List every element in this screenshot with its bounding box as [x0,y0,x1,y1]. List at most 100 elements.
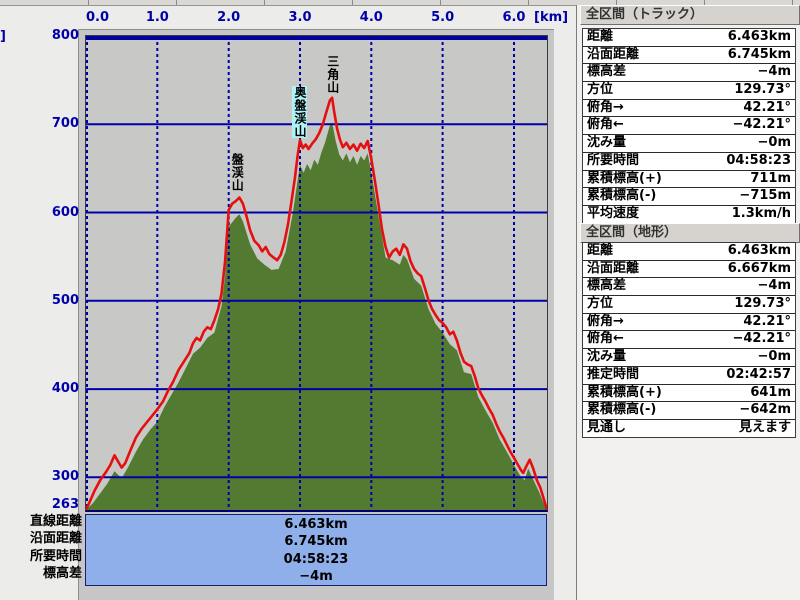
ruler-tick [528,0,529,5]
table-row: 平均速度 1.3km/h [583,206,795,223]
section-header-terrain: 全区間（地形） [580,223,800,243]
row-label: 標高差 [587,64,627,80]
table-row: 沈み量 −0m [583,349,795,367]
y-tick-label: 500 [51,292,79,308]
y-axis-unit-clipped: ] [0,29,6,44]
terrain-area [86,122,547,510]
table-row: 累積標高(+) 711m [583,171,795,189]
x-tick-label: 1.0 [145,10,169,25]
ruler-tick [264,0,265,5]
x-tick-label: 2.0 [217,10,241,25]
row-value: −42.21° [732,117,791,133]
row-label: 俯角→ [587,99,624,115]
row-value: 711m [750,170,791,186]
y-tick-label: 700 [51,116,79,132]
x-axis-unit: [km] [534,10,569,25]
summary-label: 沿面距離 [29,531,82,547]
row-label: 方位 [587,82,614,98]
y-tick-label: 263 [51,497,79,512]
mountain-label: 奥盤渓山 [291,86,307,139]
row-label: 累積標高(-) [587,402,657,418]
row-label: 俯角← [587,331,624,347]
table-row: 標高差 −4m [583,278,795,297]
summary-value-box: 6.463km 6.745km 04:58:23 −4m [85,514,547,586]
y-tick-label: 400 [51,381,79,397]
elevation-profile-chart[interactable] [86,36,547,510]
y-tick-label: 300 [51,469,79,485]
table-row: 俯角← −42.21° [583,331,795,350]
row-value: −42.21° [732,331,791,347]
row-label: 沈み量 [587,135,627,151]
table-row: 沈み量 −0m [583,135,795,153]
x-tick-label: 0.0 [86,10,110,25]
table-row: 俯角← −42.21° [583,117,795,136]
track-line [86,96,547,510]
row-value: −4m [757,64,791,80]
table-row: 累積標高(+) 641m [583,385,795,403]
table-row: 見通し 見えます [583,420,795,437]
row-label: 累積標高(-) [587,188,657,204]
y-tick-label: 800 [51,28,79,43]
table-row: 所要時間 04:58:23 [583,153,795,171]
table-row: 方位 129.73° [583,296,795,314]
row-label: 距離 [587,243,614,258]
stats-side-panel: 全区間（トラック） 距離 6.463km 沿面距離 6.745km 標高差 −4m 方位 12… [577,5,800,600]
row-value: 6.667km [727,260,791,276]
stats-table-track: 距離 6.463km 沿面距離 6.745km 標高差 −4m 方位 129.73° 俯角→ 42… [582,28,796,224]
row-label: 見通し [587,419,627,435]
summary-value: 6.745km [284,534,348,550]
ruler-tick [176,0,177,5]
ruler-tick [88,0,89,5]
summary-value: 6.463km [284,517,348,532]
row-value: 129.73° [734,296,791,312]
row-label: 俯角← [587,117,624,133]
ruler-tick [616,0,617,5]
summary-label: 直線距離 [29,514,82,529]
row-label: 所要時間 [587,152,640,168]
ruler-tick [704,0,705,5]
row-value: 04:58:23 [726,152,791,168]
table-row: 方位 129.73° [583,82,795,100]
mountain-label: 盤渓山 [230,153,245,193]
row-label: 俯角→ [587,313,624,329]
row-value: 見えます [738,419,791,435]
row-value: 129.73° [734,82,791,98]
row-value: 6.463km [727,29,791,44]
row-label: 推定時間 [587,366,640,382]
row-label: 累積標高(+) [587,384,662,400]
row-value: −0m [757,135,791,151]
ruler-tick [792,0,793,5]
table-row: 沿面距離 6.667km [583,261,795,279]
row-label: 沈み量 [587,349,627,365]
panel-splitter[interactable] [576,5,577,600]
x-tick-label: 4.0 [359,10,383,25]
row-label: 沿面距離 [587,46,640,62]
table-row: 距離 6.463km [583,243,795,261]
x-tick-label: 6.0 [502,10,526,25]
top-ruler-strip [0,0,800,6]
elevation-plot-area[interactable]: 盤渓山 奥盤渓山 三角山 [85,35,548,512]
mountain-label: 三角山 [325,55,340,95]
x-tick-label: 5.0 [431,10,455,25]
row-value: 6.463km [727,243,791,258]
table-row: 推定時間 02:42:57 [583,367,795,385]
row-value: 42.21° [743,99,791,115]
row-value: −0m [757,349,791,365]
row-value: 641m [750,384,791,400]
section-header-track: 全区間（トラック） [580,5,800,25]
row-value: −4m [757,278,791,294]
table-row: 距離 6.463km [583,29,795,47]
y-tick-label: 600 [51,204,79,220]
table-row: 累積標高(-) −715m [583,188,795,206]
table-row: 沿面距離 6.745km [583,47,795,65]
row-value: 6.745km [727,46,791,62]
row-label: 方位 [587,296,614,312]
summary-value: −4m [299,569,333,585]
row-value: 42.21° [743,313,791,329]
summary-label-column: 直線距離 沿面距離 所要時間 標高差 [0,513,82,583]
summary-value: 04:58:23 [283,551,349,567]
row-value: −642m [739,402,791,418]
row-label: 距離 [587,29,614,44]
summary-label: 所要時間 [29,548,82,564]
